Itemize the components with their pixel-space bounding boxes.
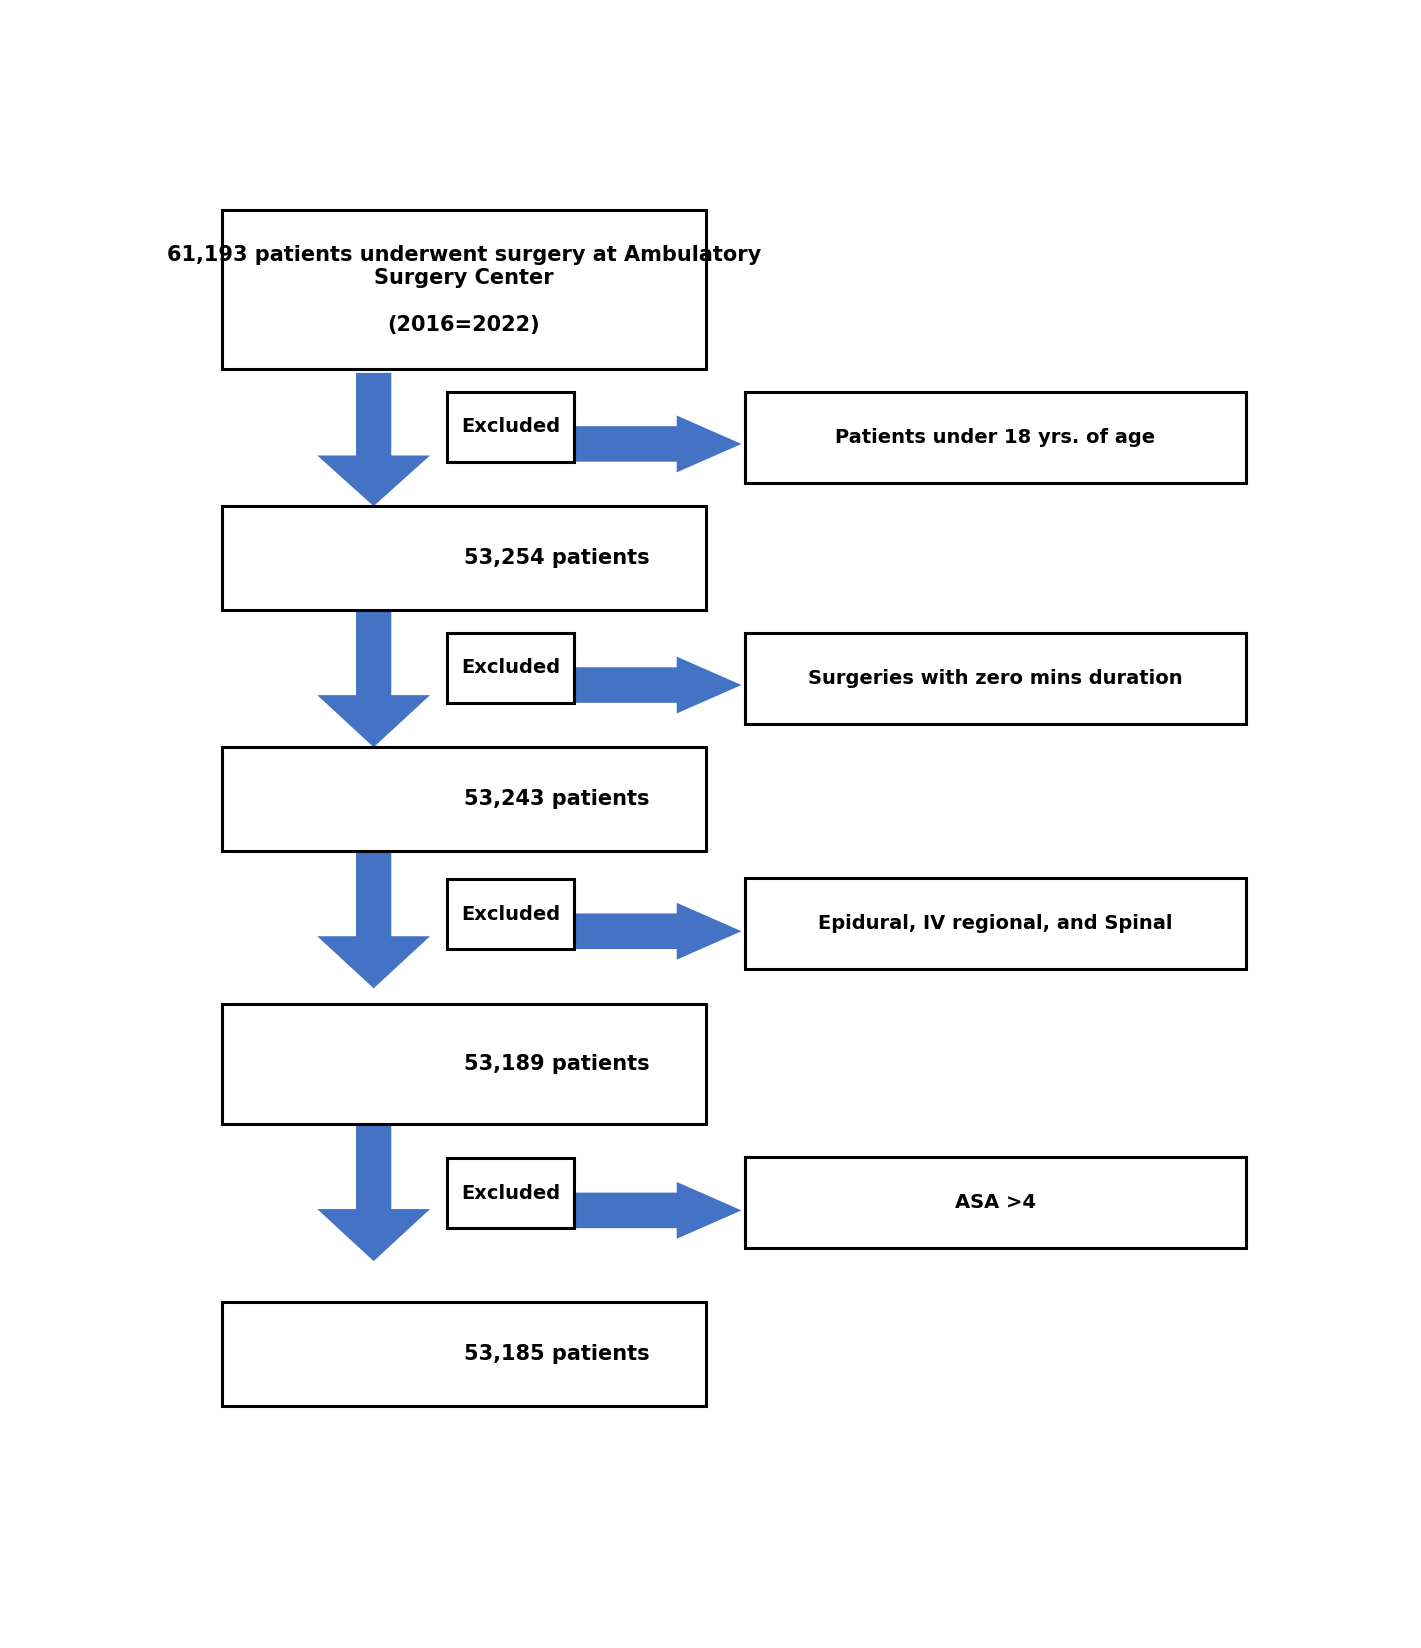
Polygon shape xyxy=(317,852,431,989)
FancyBboxPatch shape xyxy=(222,1302,706,1406)
FancyBboxPatch shape xyxy=(745,1157,1246,1249)
Polygon shape xyxy=(510,656,742,714)
Text: Excluded: Excluded xyxy=(462,1183,560,1203)
Text: ASA >4: ASA >4 xyxy=(955,1193,1036,1213)
FancyBboxPatch shape xyxy=(448,1159,574,1228)
Polygon shape xyxy=(317,1124,431,1261)
FancyBboxPatch shape xyxy=(222,1004,706,1124)
FancyBboxPatch shape xyxy=(745,633,1246,725)
Text: Excluded: Excluded xyxy=(462,659,560,677)
FancyBboxPatch shape xyxy=(222,506,706,610)
Text: Excluded: Excluded xyxy=(462,905,560,923)
FancyBboxPatch shape xyxy=(745,392,1246,483)
Polygon shape xyxy=(317,372,431,506)
Polygon shape xyxy=(510,415,742,473)
FancyBboxPatch shape xyxy=(222,747,706,852)
Polygon shape xyxy=(510,1182,742,1239)
Text: Patients under 18 yrs. of age: Patients under 18 yrs. of age xyxy=(836,428,1155,447)
FancyBboxPatch shape xyxy=(745,878,1246,969)
FancyBboxPatch shape xyxy=(448,392,574,461)
Text: 53,243 patients: 53,243 patients xyxy=(463,789,649,809)
FancyBboxPatch shape xyxy=(222,211,706,369)
Text: Surgeries with zero mins duration: Surgeries with zero mins duration xyxy=(809,669,1182,689)
FancyBboxPatch shape xyxy=(448,633,574,702)
Text: 53,185 patients: 53,185 patients xyxy=(463,1343,649,1365)
FancyBboxPatch shape xyxy=(448,878,574,949)
Text: 53,189 patients: 53,189 patients xyxy=(463,1053,649,1074)
Text: 61,193 patients underwent surgery at Ambulatory
Surgery Center

(2016=2022): 61,193 patients underwent surgery at Amb… xyxy=(166,246,762,335)
Polygon shape xyxy=(317,610,431,747)
Text: 53,254 patients: 53,254 patients xyxy=(463,549,649,569)
Text: Excluded: Excluded xyxy=(462,417,560,437)
Polygon shape xyxy=(510,903,742,959)
Text: Epidural, IV regional, and Spinal: Epidural, IV regional, and Spinal xyxy=(818,915,1172,933)
